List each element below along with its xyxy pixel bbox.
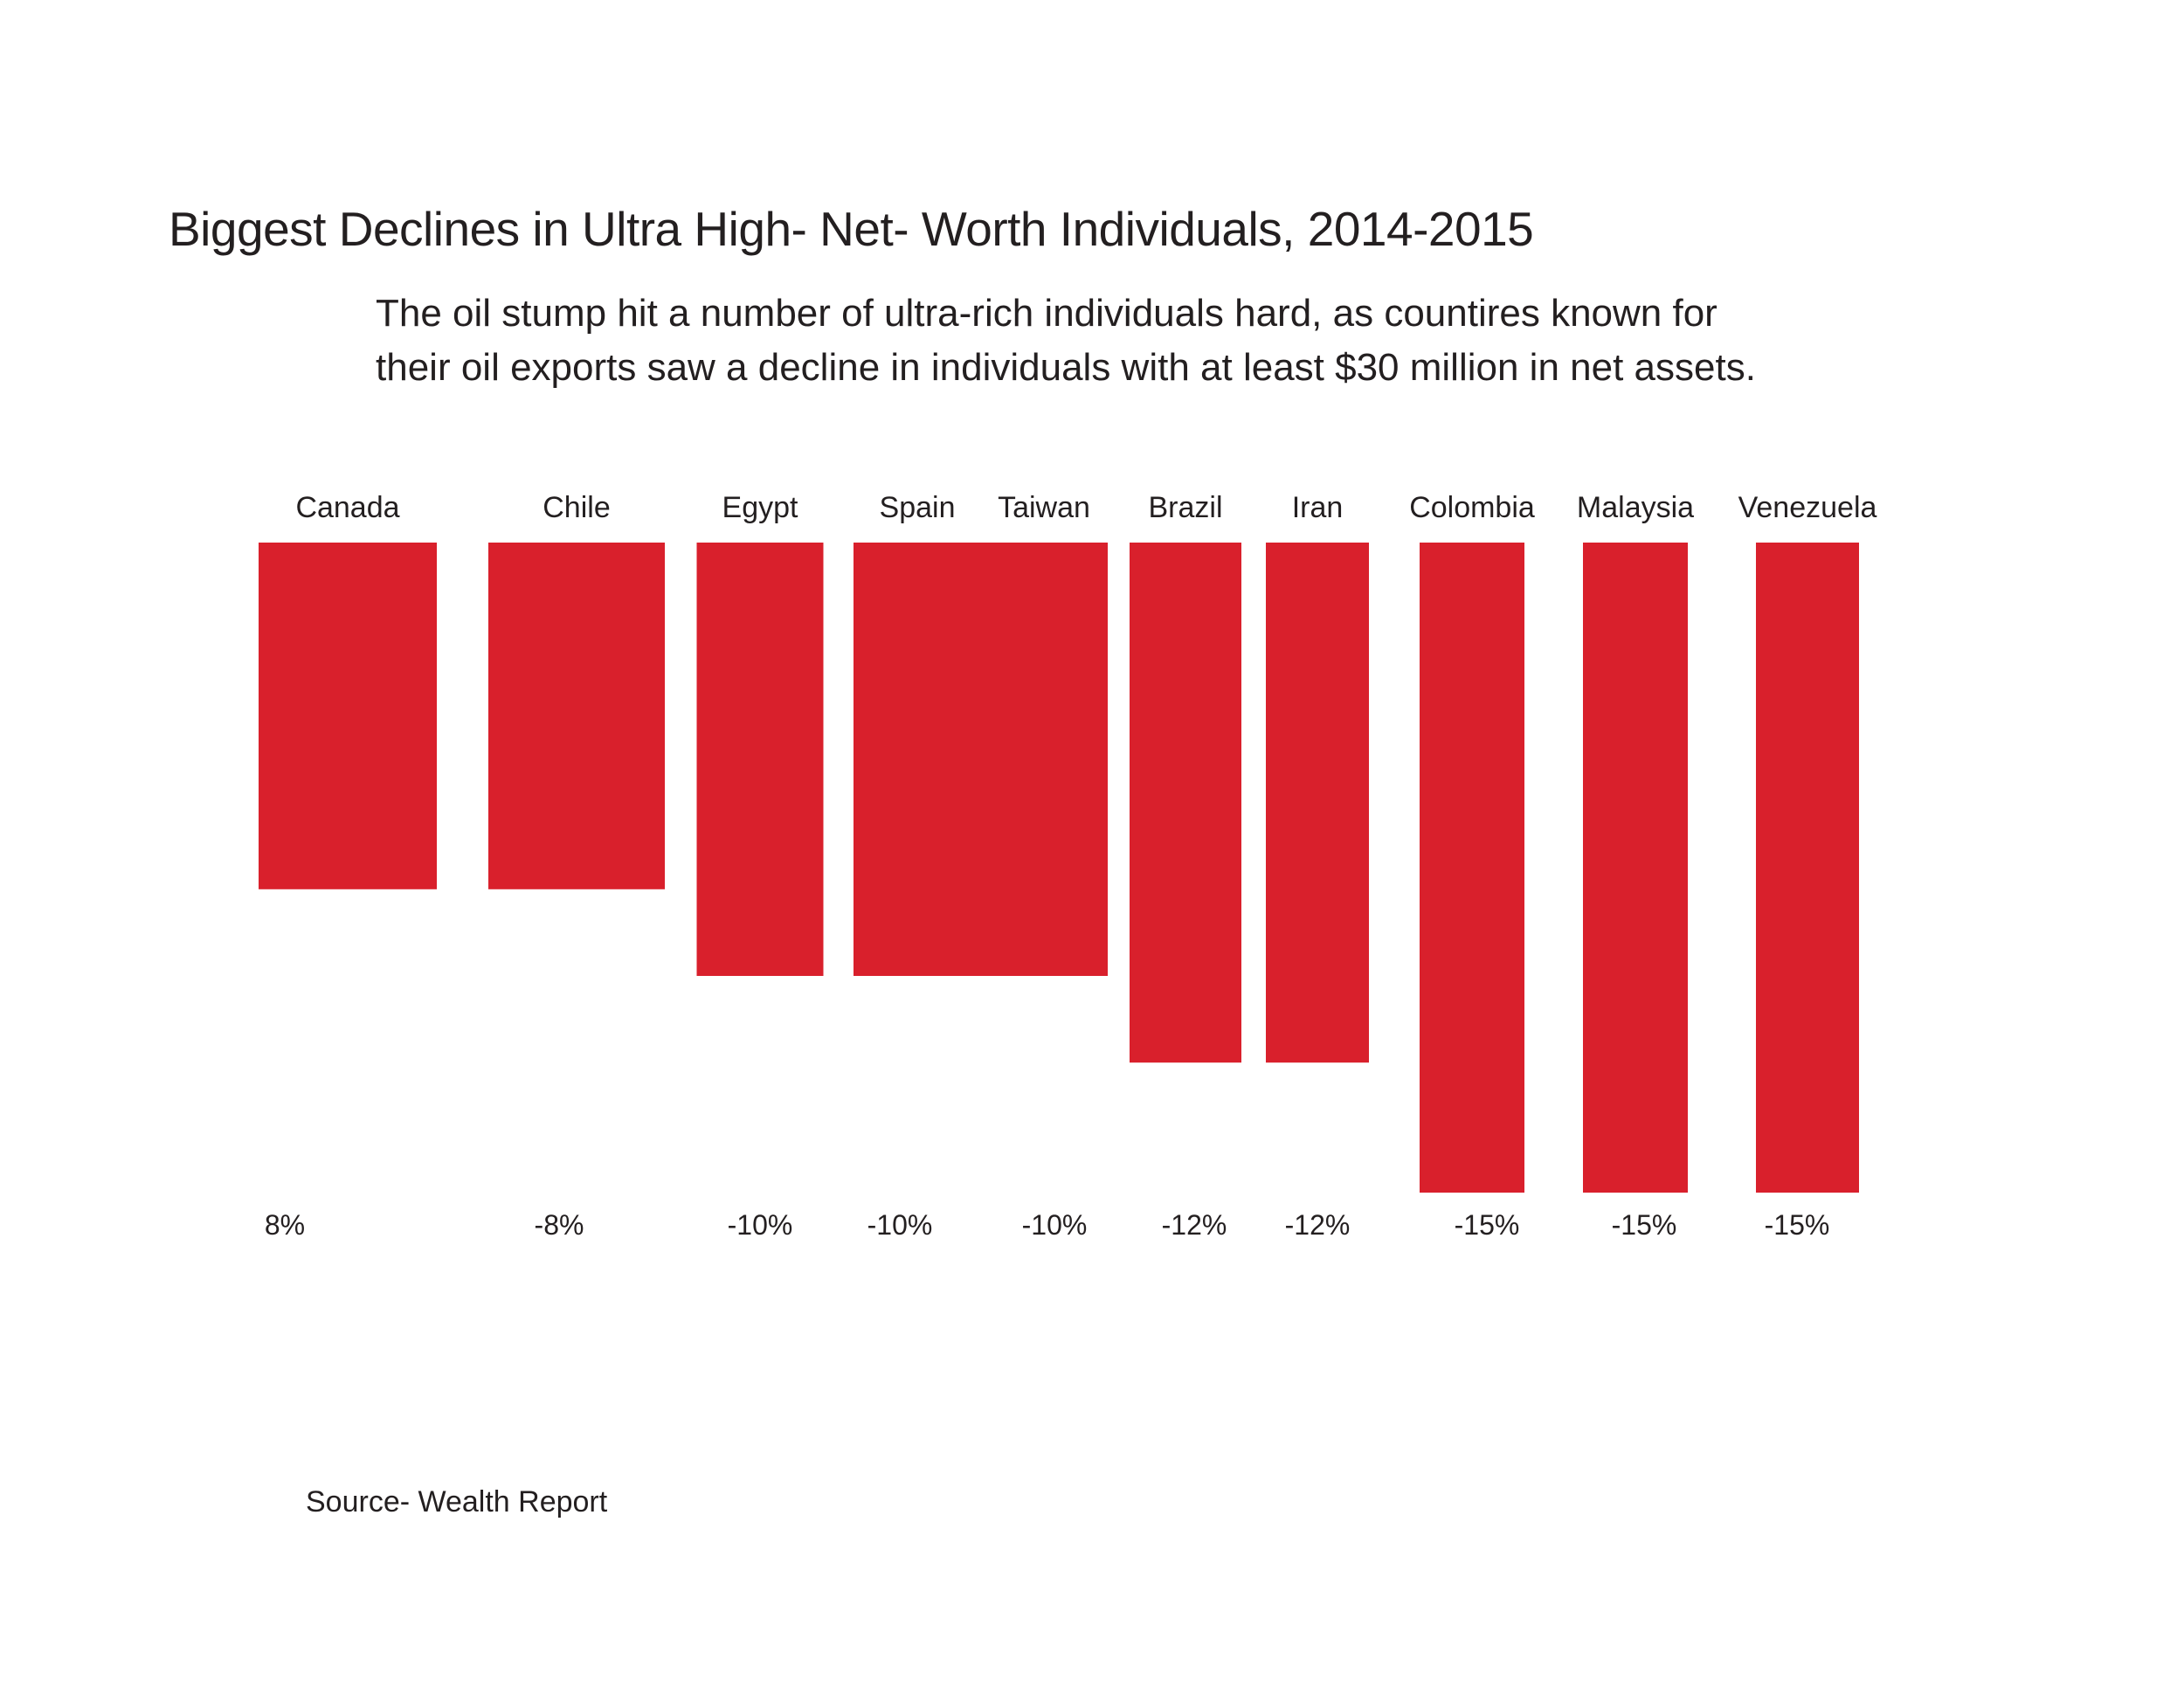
category-label-chile: Chile <box>543 491 610 524</box>
bar-brazil <box>1130 543 1241 1063</box>
value-label-malaysia: -15% <box>1612 1209 1677 1241</box>
bar-egypt <box>696 543 824 976</box>
value-label-venezuela: -15% <box>1765 1209 1830 1241</box>
bar-colombia <box>1420 543 1524 1193</box>
value-label-colombia: -15% <box>1455 1209 1520 1241</box>
category-label-colombia: Colombia <box>1409 491 1535 524</box>
value-label-taiwan: -10% <box>1022 1209 1088 1241</box>
chart-title: Biggest Declines in Ultra High- Net- Wor… <box>169 202 1534 256</box>
value-label-chile: -8% <box>535 1209 584 1241</box>
category-label-malaysia: Malaysia <box>1577 491 1694 524</box>
value-label-egypt: -10% <box>728 1209 793 1241</box>
value-label-brazil: -12% <box>1162 1209 1227 1241</box>
bar-chile <box>488 543 665 889</box>
bar-canada <box>259 543 437 889</box>
category-label-iran: Iran <box>1292 491 1344 524</box>
bar-venezuela <box>1756 543 1859 1193</box>
bar-malaysia <box>1583 543 1688 1193</box>
category-label-brazil: Brazil <box>1148 491 1222 524</box>
category-label-venezuela: Venezuela <box>1738 491 1877 524</box>
value-label-spain: -10% <box>867 1209 933 1241</box>
bar-taiwan <box>980 543 1108 976</box>
chart-subtitle: The oil stump hit a number of ultra-rich… <box>376 292 1756 389</box>
category-label-egypt: Egypt <box>722 491 798 524</box>
bar-iran <box>1266 543 1369 1063</box>
bar-spain <box>854 543 981 976</box>
source-note: Source- Wealth Report <box>306 1485 608 1519</box>
value-label-canada: 8% <box>265 1209 305 1241</box>
category-label-spain: Spain <box>880 491 956 524</box>
category-label-taiwan: Taiwan <box>998 491 1090 524</box>
value-label-iran: -12% <box>1285 1209 1351 1241</box>
category-label-canada: Canada <box>295 491 399 524</box>
